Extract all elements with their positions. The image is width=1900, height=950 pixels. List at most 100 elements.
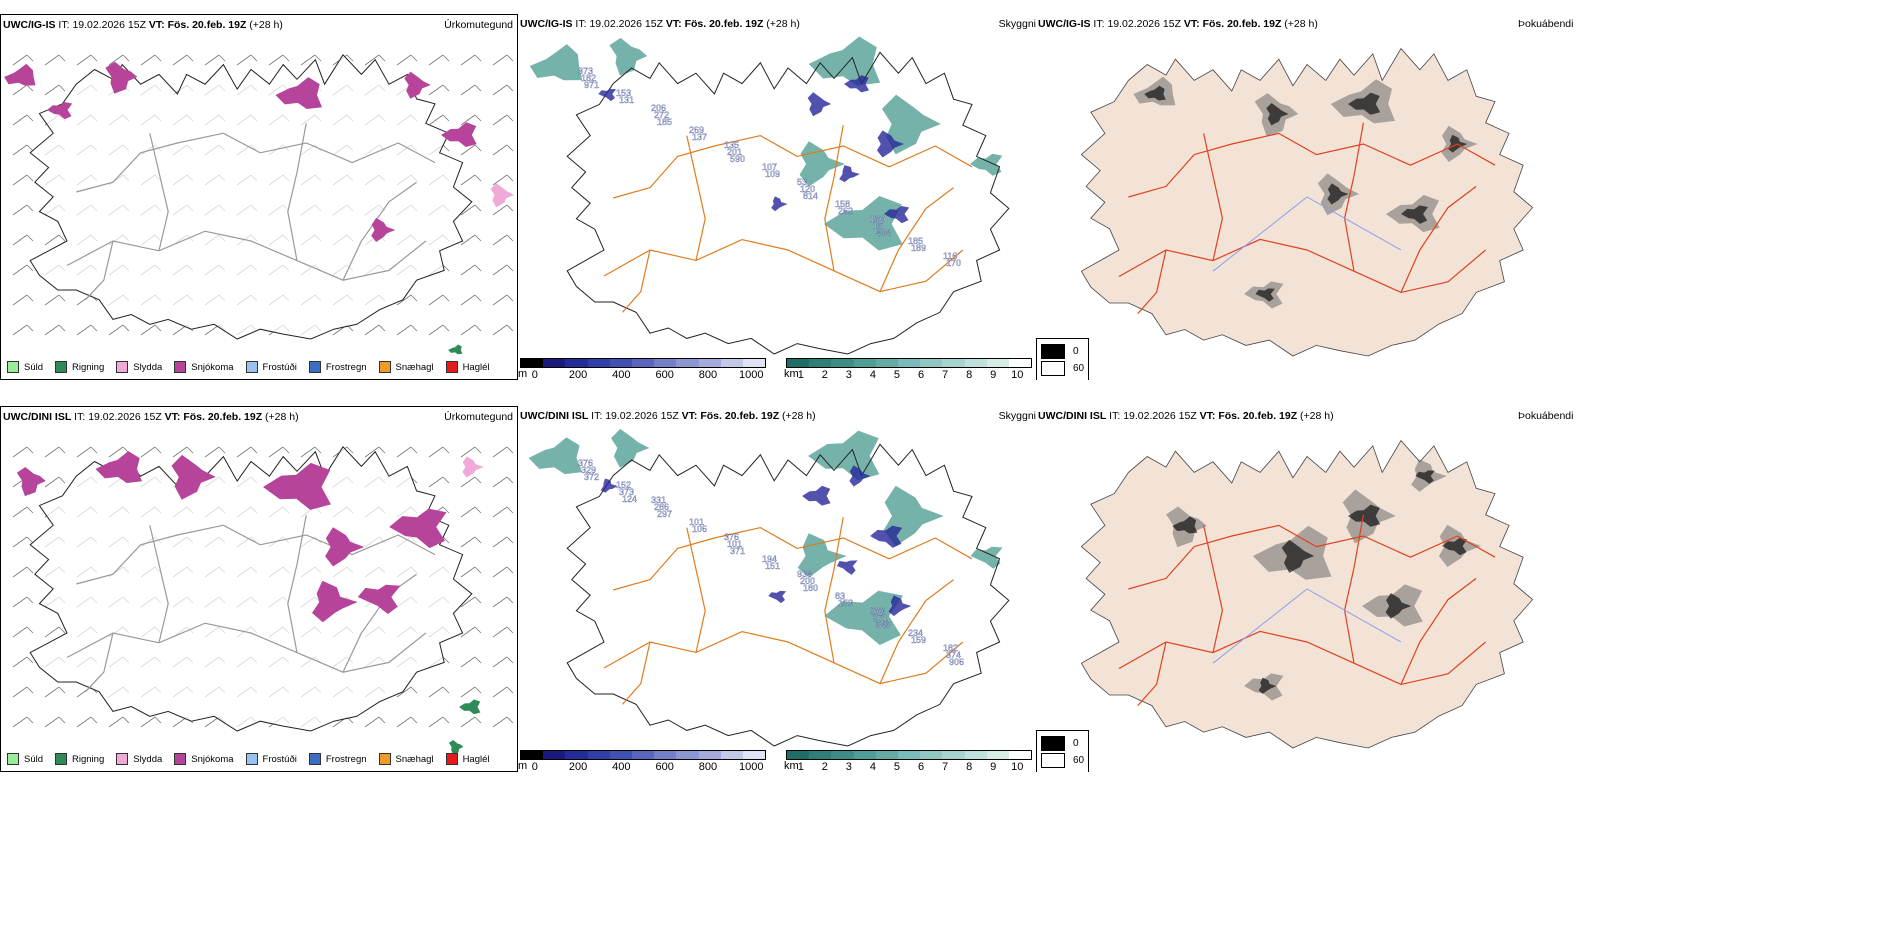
cloud-base-area (598, 88, 617, 102)
road (603, 630, 964, 685)
visibility-area (609, 37, 648, 76)
wind-barb (364, 54, 386, 66)
fog-core (1442, 538, 1468, 556)
wind-barb (492, 294, 514, 306)
land (1080, 47, 1534, 357)
cloud-base-area (884, 206, 910, 224)
visibility-area (824, 196, 903, 251)
visibility-label: 107 (762, 162, 777, 172)
scale-swatch (742, 359, 766, 367)
visibility-label: 180 (870, 214, 885, 224)
fog-core (1258, 677, 1277, 694)
wind-barb (108, 324, 130, 336)
wind-barb (12, 686, 34, 698)
wind-barb (492, 596, 514, 608)
wind-barb (492, 656, 514, 668)
scale-tick: 8 (966, 369, 973, 380)
wind-barb (44, 324, 66, 336)
legend-item: Súld (7, 361, 43, 373)
legend-item: Frostúði (245, 753, 297, 765)
legend-item: Slydda (116, 361, 162, 373)
fog-map (1080, 47, 1534, 357)
wind-barb (460, 174, 482, 186)
fog-label: 0 (1073, 738, 1079, 749)
visibility-label: 185 (657, 117, 672, 127)
scale-swatch (897, 751, 921, 759)
scale-swatch (631, 359, 655, 367)
road (76, 132, 436, 193)
legend-swatch (116, 753, 129, 765)
legend-swatch (174, 753, 187, 765)
scale-swatch (631, 751, 655, 759)
coastline (566, 443, 1010, 747)
wind-barb (12, 144, 34, 156)
cloud-panel-1: UWC/IG-IS IT: 19.02.2026 15Z VT: Fös. 20… (518, 14, 1036, 380)
vis-scale: 1 2 3 4 5 6 7 8 9 10 km (784, 358, 1032, 380)
visibility-label: 206 (651, 103, 666, 113)
wind-barb (12, 294, 34, 306)
snow-area (47, 102, 73, 120)
road (1400, 185, 1477, 293)
legend-item: Rigning (55, 753, 104, 765)
wind-barb (76, 446, 98, 458)
wind-barb (76, 324, 98, 336)
wind-barb (460, 626, 482, 638)
visibility-label: 131 (619, 95, 634, 105)
scale-swatch (853, 359, 876, 367)
rain-area (448, 344, 463, 355)
fog-panel-2: UWC/DINI ISL IT: 19.02.2026 15Z VT: Fös.… (1036, 406, 1900, 772)
snow-area (404, 71, 431, 99)
legend-swatch (174, 361, 187, 373)
visibility-label: 906 (949, 657, 964, 667)
snow-area (441, 122, 477, 147)
legend-item: Frostúði (245, 361, 297, 373)
visibility-area (970, 546, 1003, 569)
road (149, 133, 169, 251)
scale-swatch (742, 751, 766, 759)
wind-barb (492, 626, 514, 638)
road (66, 622, 427, 673)
coastline (566, 51, 1010, 355)
wind-barb (460, 716, 482, 728)
wind-barb (492, 174, 514, 186)
road (824, 125, 844, 271)
fog-scale: 0 60 (1036, 730, 1090, 772)
scale-swatch (565, 359, 588, 367)
rain-area (459, 699, 481, 715)
scale-swatch (609, 359, 632, 367)
scale-tick: 5 (893, 369, 901, 380)
wind-barb (12, 234, 34, 246)
fog-label: 0 (1073, 346, 1079, 357)
visibility-label: 331 (651, 495, 666, 505)
visibility-label: 116 (943, 251, 957, 261)
visibility-label: 590 (730, 154, 745, 164)
wind-barb (428, 294, 450, 306)
wind-barb (460, 596, 482, 608)
visibility-label: 135 (724, 140, 739, 150)
fog-core (1144, 85, 1166, 101)
wind-barb (12, 596, 34, 608)
wind-barb (44, 54, 66, 66)
cloud-map: 376 331 376 934 283 182 152 101 194 83 234 329 286 10… (528, 428, 1010, 747)
road (84, 240, 114, 301)
fog-core (1348, 92, 1381, 115)
legend-swatch (55, 753, 68, 765)
visibility-label: 283 (870, 606, 885, 616)
scale-swatch (875, 359, 898, 367)
legend-label: Frostúði (262, 361, 297, 373)
scale-swatch (809, 359, 832, 367)
legend-label: Haglél (462, 361, 490, 373)
snow-area (105, 61, 138, 94)
road (342, 573, 417, 673)
cloud-base-area (837, 560, 858, 575)
cloud-base-area (844, 75, 869, 93)
wind-barb (12, 324, 34, 336)
snow-area (4, 63, 36, 86)
visibility-label: 159 (911, 635, 926, 645)
fog-swatch (1041, 361, 1065, 376)
wind-barb (492, 114, 514, 126)
scale-tick: 10 (1011, 369, 1024, 380)
wind-barb (12, 536, 34, 548)
wind-barb (428, 54, 450, 66)
scale-swatch (676, 359, 699, 367)
